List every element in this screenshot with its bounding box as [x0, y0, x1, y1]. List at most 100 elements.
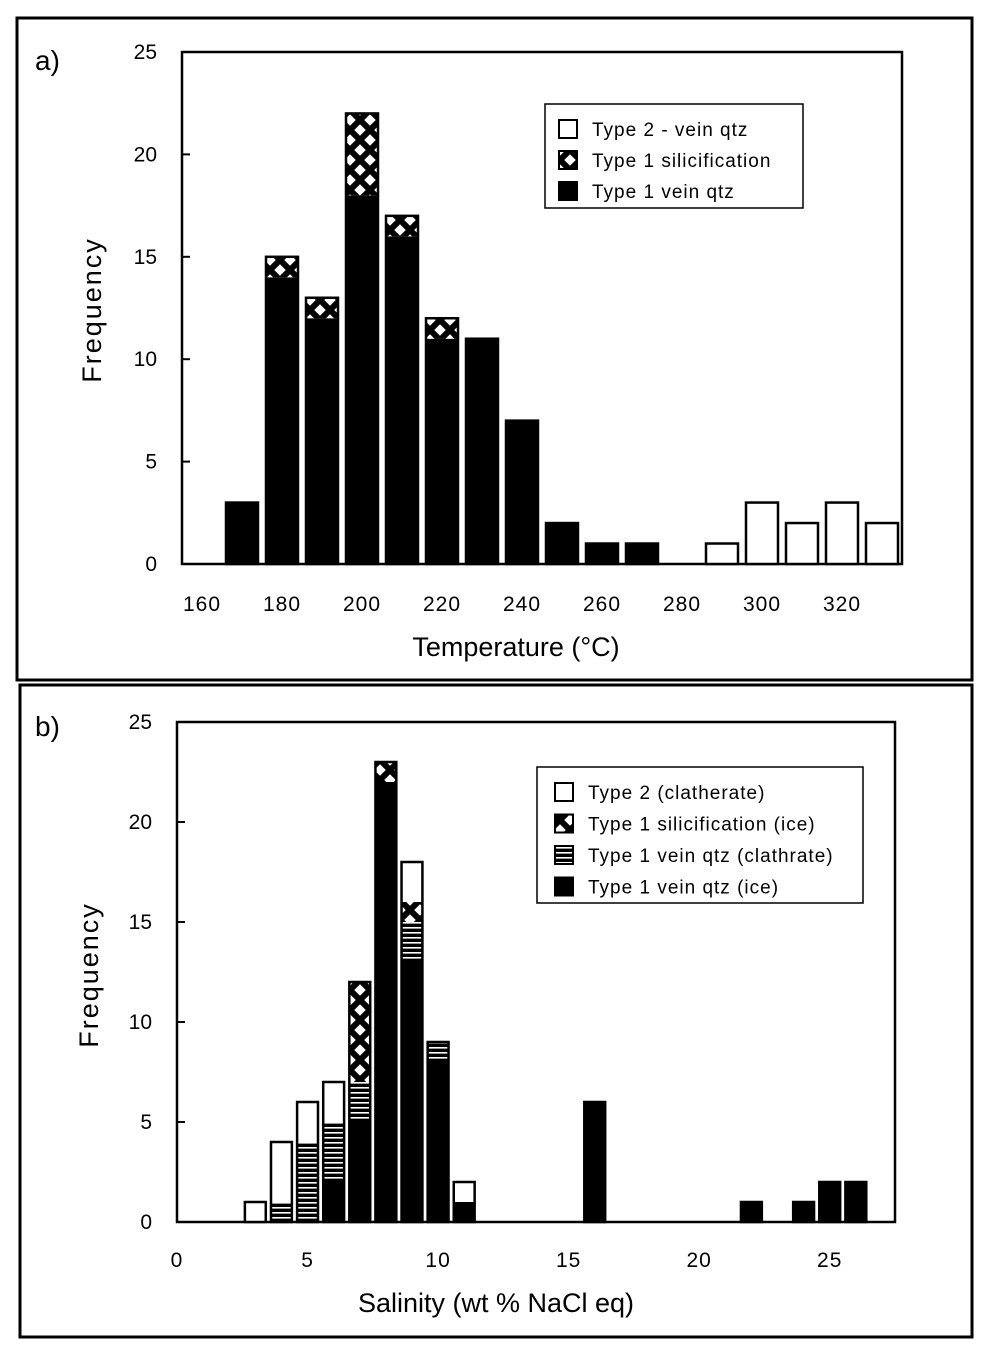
bar: [426, 1040, 450, 1224]
bar-segment: [270, 1142, 292, 1202]
bar: [704, 542, 740, 566]
x-tick-label: 280: [663, 593, 701, 616]
panel-b-plot-area: [175, 720, 897, 1224]
bar: [424, 316, 460, 566]
bar: [584, 542, 620, 566]
bar-segment: [586, 543, 618, 564]
bar: [784, 521, 820, 566]
x-tick-label: 5: [301, 1249, 314, 1272]
panel-b: b) 0 5 10 15 20 25 0 5 10 15 20 25 Salinity (wt % …: [18, 683, 974, 1339]
panel-a: a) 0 5 10 15 20 25 160 180 200 220 240 260 280 300 32…: [15, 16, 974, 682]
bar-segment: [401, 862, 423, 902]
legend-swatch: [554, 813, 574, 834]
panel-b-y-ticks: 0 5 10 15 20 25: [129, 711, 185, 1234]
bar: [348, 980, 372, 1224]
bar: [269, 1140, 294, 1224]
bar: [374, 760, 398, 1224]
y-tick-label: 5: [145, 451, 157, 474]
legend-label: Type 1 vein qtz (ice): [588, 878, 779, 899]
x-tick-label: 320: [823, 593, 861, 616]
bar-segment: [297, 1102, 318, 1142]
legend-swatch: [558, 150, 578, 170]
bar-segment: [401, 962, 423, 1222]
x-tick-label: 200: [343, 593, 381, 616]
panel-b-legend-box: [536, 766, 864, 904]
bar-segment: [386, 215, 418, 237]
bar: [818, 1180, 842, 1224]
x-tick-label: 10: [425, 1249, 450, 1272]
legend-swatch: [554, 782, 574, 802]
x-tick-label: 160: [183, 593, 221, 616]
y-tick-label: 0: [145, 553, 157, 576]
x-tick-label: 25: [817, 1249, 842, 1272]
bar-segment: [375, 762, 397, 782]
panel-b-frame: [18, 683, 974, 1339]
bar: [864, 521, 900, 566]
x-tick-label: 220: [423, 593, 461, 616]
bar-segment: [453, 1182, 475, 1202]
y-tick-label: 10: [134, 348, 157, 371]
y-tick-label: 25: [134, 41, 157, 64]
y-tick-label: 10: [129, 1011, 152, 1034]
panel-b-legend-entries: Type 2 (clatherate) Type 1 silicification…: [554, 782, 833, 899]
bar-segment: [793, 1202, 815, 1222]
bar: [583, 1100, 607, 1224]
bar: [739, 1200, 764, 1224]
bar: [824, 501, 860, 566]
y-tick-label: 15: [129, 911, 152, 934]
bar: [624, 542, 660, 566]
y-tick-label: 20: [129, 811, 152, 834]
bar: [464, 337, 500, 566]
bar-segment: [349, 1122, 371, 1222]
bar: [321, 1080, 346, 1224]
x-tick-label: 0: [171, 1249, 184, 1272]
x-tick-label: 180: [263, 593, 301, 616]
bar-segment: [427, 1062, 449, 1222]
legend-swatch: [558, 119, 578, 139]
y-tick-label: 5: [140, 1111, 152, 1134]
bar: [452, 1180, 476, 1224]
bar-segment: [323, 1082, 345, 1122]
panel-a-frame: [15, 16, 974, 682]
x-tick-label: 20: [687, 1249, 712, 1272]
panel-b-x-axis-label: Salinity (wt % NaCl eq): [358, 1288, 634, 1318]
bar-segment: [626, 543, 658, 564]
bar-segment: [266, 256, 298, 278]
y-tick-label: 0: [140, 1211, 152, 1234]
legend-label: Type 2 - vein qtz: [592, 120, 748, 141]
bar: [400, 860, 424, 1224]
x-tick-label: 240: [503, 593, 541, 616]
bar-segment: [349, 1082, 371, 1122]
bar-segment: [323, 1122, 345, 1182]
bar-segment: [584, 1102, 606, 1222]
legend-label: Type 1 silicification (ice): [588, 815, 816, 836]
bar-segment: [427, 1042, 449, 1062]
legend-swatch: [554, 845, 574, 865]
legend-label: Type 1 vein qtz: [592, 182, 735, 203]
panel-a-legend-entries: Type 2 - vein qtz Type 1 silicification Ty…: [558, 119, 771, 203]
panel-b-y-axis-label: Frequency: [74, 902, 104, 1048]
legend-label: Type 1 silicification: [592, 151, 771, 172]
bar: [224, 501, 260, 566]
bar-segment: [306, 297, 338, 319]
bar-segment: [426, 338, 458, 564]
bar: [344, 112, 380, 566]
panel-b-label: b): [35, 711, 60, 742]
panel-a-plot-area: [180, 50, 904, 566]
bar-segment: [306, 318, 338, 564]
panel-b-legend: Type 2 (clatherate) Type 1 silicification…: [536, 766, 864, 904]
bar-segment: [266, 277, 298, 564]
bar: [243, 1200, 268, 1224]
bar-segment: [349, 982, 371, 1082]
panel-a-legend-box: [544, 103, 804, 209]
bar: [744, 501, 780, 566]
bar: [504, 419, 540, 566]
bar-segment: [270, 1202, 292, 1222]
bar-segment: [375, 782, 397, 1222]
bar: [264, 255, 300, 566]
bar-segment: [826, 502, 858, 564]
bar-segment: [346, 195, 378, 565]
panel-a-label: a): [35, 45, 60, 76]
bar-segment: [401, 922, 423, 962]
